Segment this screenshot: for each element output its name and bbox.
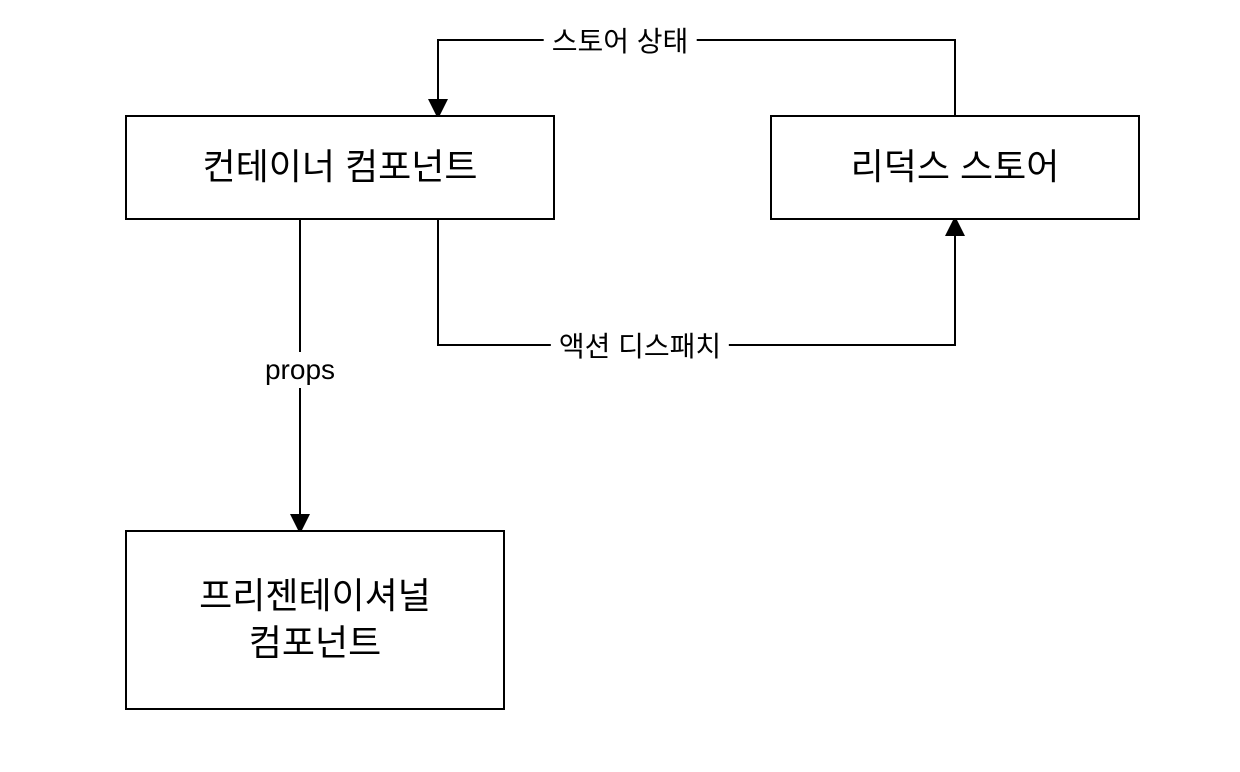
node-label: 컨테이너 컴포넌트 (203, 144, 478, 191)
edge-label-store-state: 스토어 상태 (544, 18, 697, 62)
node-label: 리덕스 스토어 (851, 144, 1060, 191)
node-presentational: 프리젠테이셔널 컴포넌트 (125, 530, 505, 710)
edge-store-state (438, 40, 955, 115)
node-container: 컨테이너 컴포넌트 (125, 115, 555, 220)
redux-flow-diagram: 컨테이너 컴포넌트 리덕스 스토어프리젠테이셔널 컴포넌트 스토어 상태액션 디스… (0, 0, 1240, 772)
node-label: 프리젠테이셔널 컴포넌트 (199, 573, 431, 667)
edge-label-action-dispatch: 액션 디스패치 (551, 323, 729, 367)
node-redux-store: 리덕스 스토어 (770, 115, 1140, 220)
edge-label-props: props (257, 352, 343, 388)
